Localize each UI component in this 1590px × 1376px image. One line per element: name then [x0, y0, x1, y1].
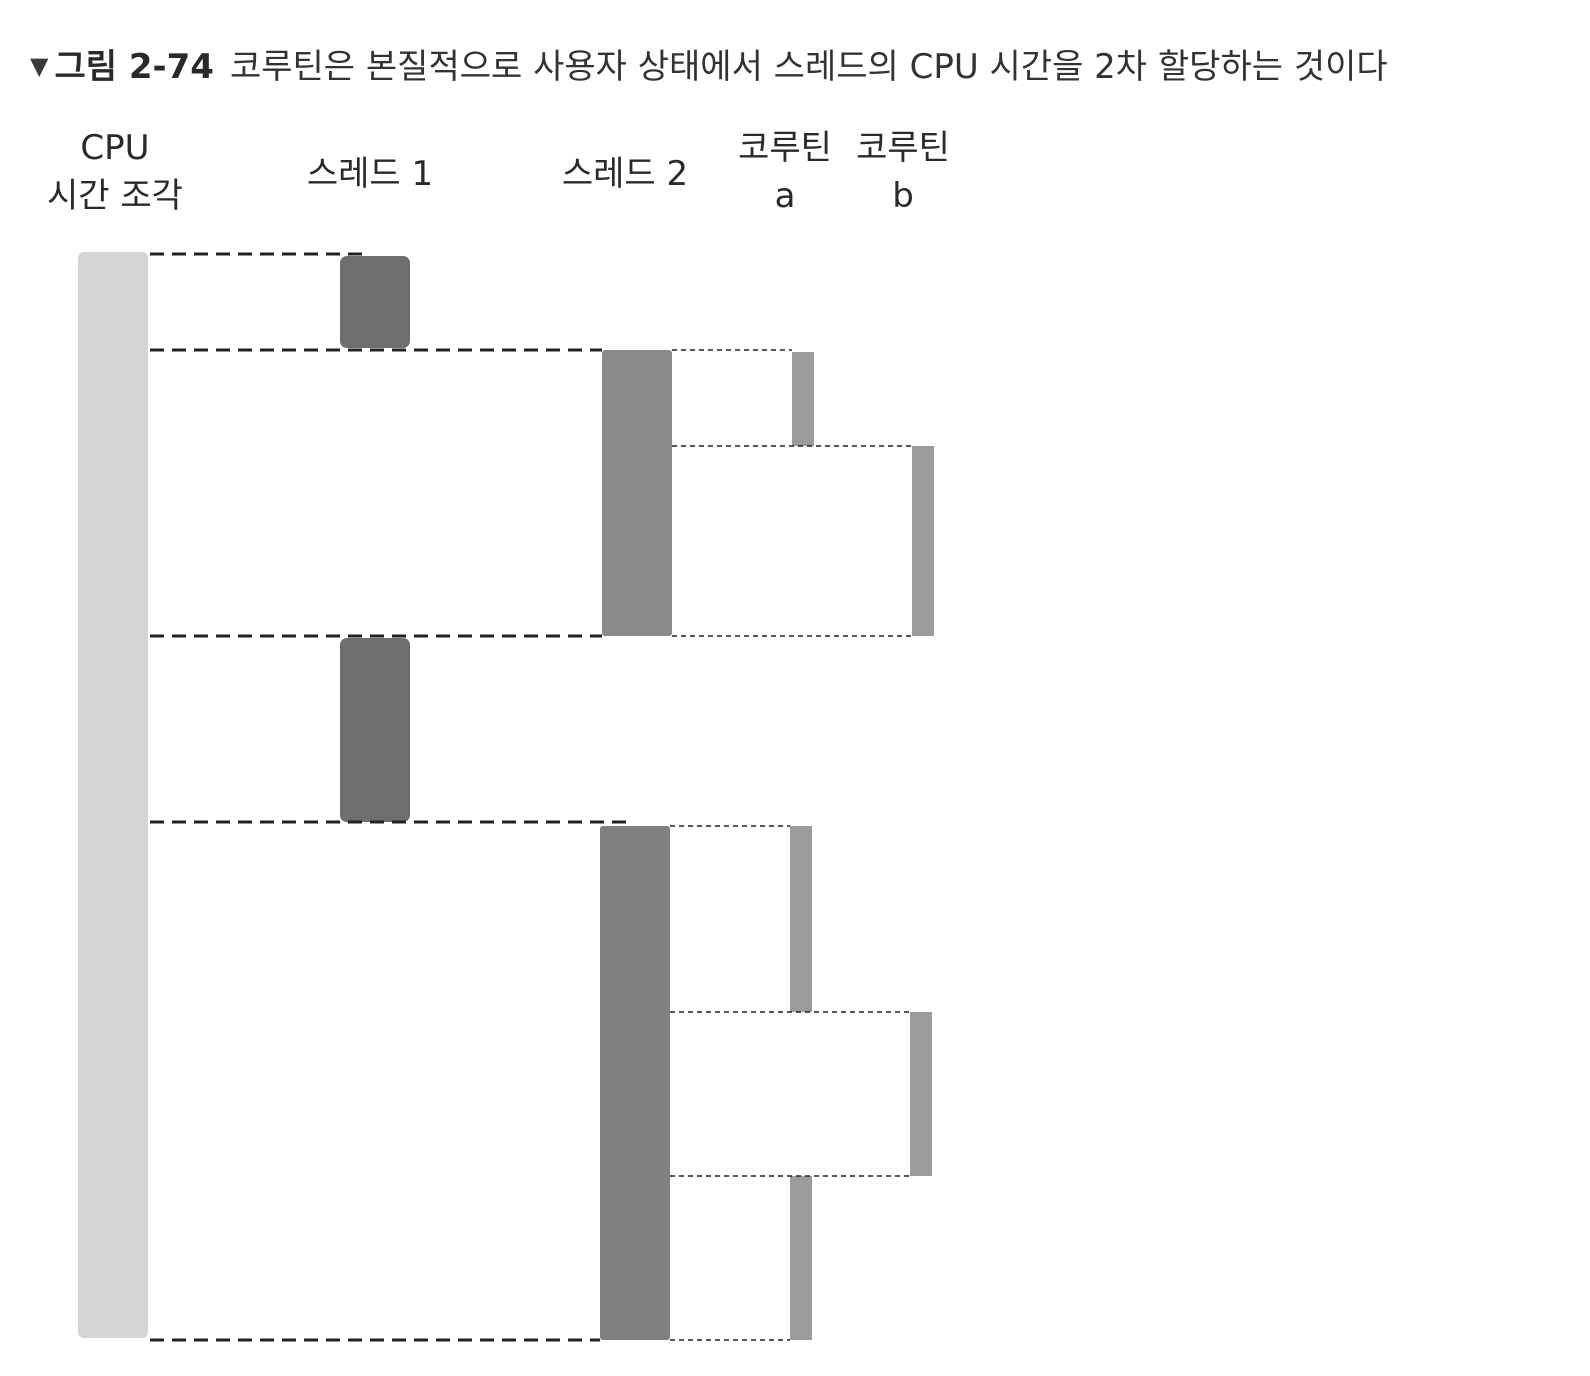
- thread-1-block: [340, 638, 410, 822]
- thread-2-block: [600, 826, 670, 1340]
- coroutine-a-block: [792, 352, 814, 446]
- thread-2-block: [602, 350, 672, 636]
- coroutine-b-block: [912, 446, 934, 636]
- coroutine-a-block: [790, 826, 812, 1012]
- thread-1-block: [340, 256, 410, 348]
- coroutine-b-block: [910, 1012, 932, 1176]
- coroutine-a-block: [790, 1176, 812, 1340]
- cpu-time-bar: [78, 252, 148, 1338]
